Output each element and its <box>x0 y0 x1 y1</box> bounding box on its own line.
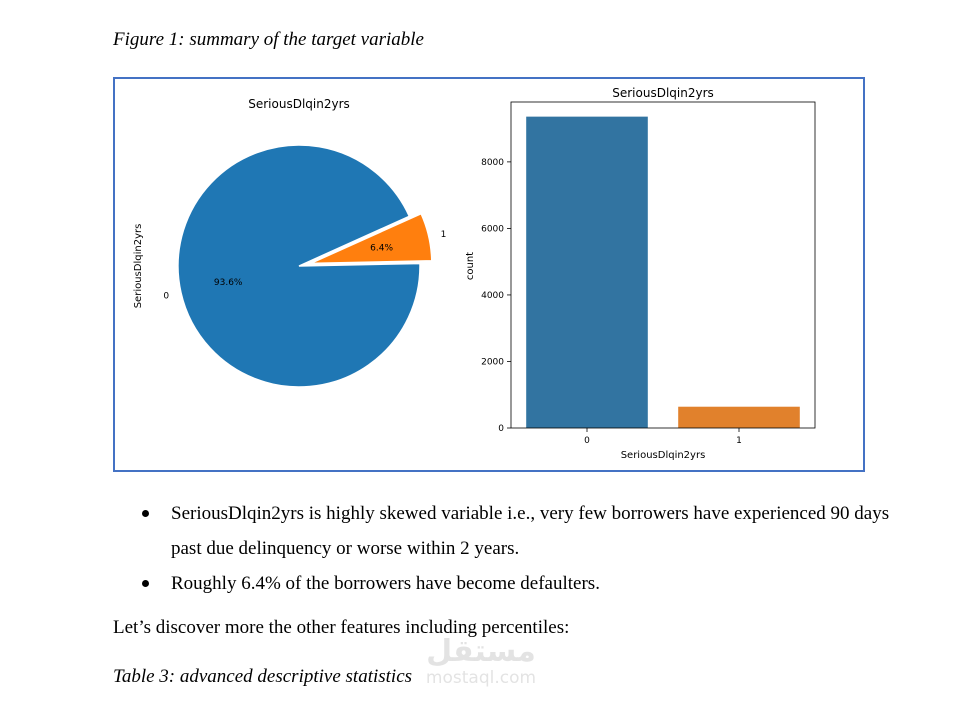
pie-title: SeriousDlqin2yrs <box>248 97 350 111</box>
pie-pct-label: 6.4% <box>370 243 393 253</box>
y-tick-label: 8000 <box>481 158 504 168</box>
y-tick-label: 0 <box>498 424 504 434</box>
bar-title: SeriousDlqin2yrs <box>612 86 714 100</box>
pie-chart: SeriousDlqin2yrs SeriousDlqin2yrs 93.6% 0… <box>133 97 447 388</box>
bar-chart: SeriousDlqin2yrs count SeriousDlqin2yrs … <box>465 86 816 461</box>
pie-category-label: 1 <box>441 230 447 240</box>
bar-xlabel: SeriousDlqin2yrs <box>621 450 706 461</box>
bar-ylabel: count <box>465 252 476 280</box>
charts-canvas: SeriousDlqin2yrs SeriousDlqin2yrs 93.6% 0… <box>133 86 816 461</box>
bullet-dot <box>142 580 149 587</box>
pie-slice <box>177 144 421 388</box>
table-caption: Table 3: advanced descriptive statistics <box>113 666 413 687</box>
bar <box>526 116 648 429</box>
body-paragraph: Let’s discover more the other features i… <box>113 617 570 638</box>
figure-caption: Figure 1: summary of the target variable <box>113 29 424 50</box>
bar-plot-frame <box>510 101 816 429</box>
bullet-dot <box>142 510 149 517</box>
watermark: مستقل mostaql.com <box>422 634 540 692</box>
pie-pct-label: 93.6% <box>214 278 243 288</box>
bullet-text: SeriousDlqin2yrs is highly skewed variab… <box>171 503 890 559</box>
bullet-item: SeriousDlqin2yrs is highly skewed variab… <box>140 496 900 566</box>
bullet-item: Roughly 6.4% of the borrowers have becom… <box>140 566 900 601</box>
watermark-url: mostaql.com <box>425 668 537 688</box>
bar <box>678 406 800 428</box>
watermark-logo: مستقل <box>426 634 536 669</box>
bullet-list: SeriousDlqin2yrs is highly skewed variab… <box>140 496 900 601</box>
pie-category-label: 0 <box>163 291 169 301</box>
y-tick-label: 2000 <box>481 357 504 367</box>
figure-frame: SeriousDlqin2yrs SeriousDlqin2yrs 93.6% 0… <box>113 77 865 472</box>
pie-ylabel: SeriousDlqin2yrs <box>133 224 144 309</box>
pie-slice <box>310 212 433 265</box>
x-tick-label: 1 <box>736 436 742 446</box>
bullet-text: Roughly 6.4% of the borrowers have becom… <box>171 573 600 594</box>
x-tick-label: 0 <box>584 436 590 446</box>
y-tick-label: 6000 <box>481 224 504 234</box>
y-tick-label: 4000 <box>481 291 504 301</box>
